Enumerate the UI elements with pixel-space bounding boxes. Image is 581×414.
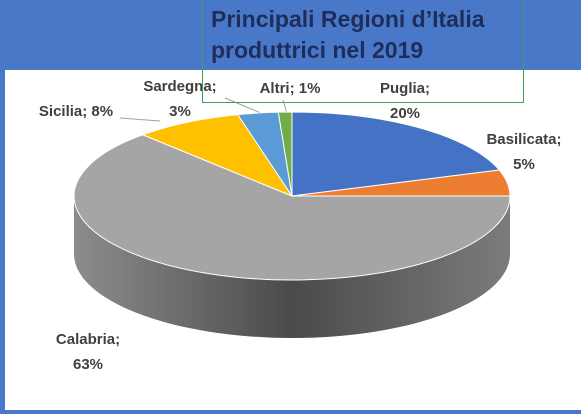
label-line: 3% — [169, 103, 191, 120]
leader-line — [119, 117, 161, 122]
data-label: Altri; 1% — [260, 80, 321, 97]
chart-title: Principali Regioni d’Italia produttrici … — [202, 0, 524, 103]
label-line: Sardegna; — [143, 78, 216, 95]
label-line: 63% — [73, 356, 103, 373]
data-label: Sicilia; 8% — [39, 103, 113, 120]
data-label: Sardegna; 3% — [143, 78, 216, 120]
label-line: 5% — [513, 156, 535, 173]
pie-slice — [73, 134, 511, 281]
label-line: Basilicata; — [486, 131, 561, 148]
pie-slice — [291, 111, 501, 197]
label-line: Calabria; — [56, 331, 120, 348]
data-label: Calabria; 63% — [56, 331, 120, 373]
pie-side-shade — [74, 196, 510, 338]
label-line: Puglia; — [380, 80, 430, 97]
pie-slice — [277, 111, 293, 197]
data-label: Basilicata; 5% — [486, 131, 561, 173]
pie-slice — [141, 114, 294, 198]
label-line: 20% — [390, 105, 420, 122]
data-label: Puglia; 20% — [380, 80, 430, 122]
